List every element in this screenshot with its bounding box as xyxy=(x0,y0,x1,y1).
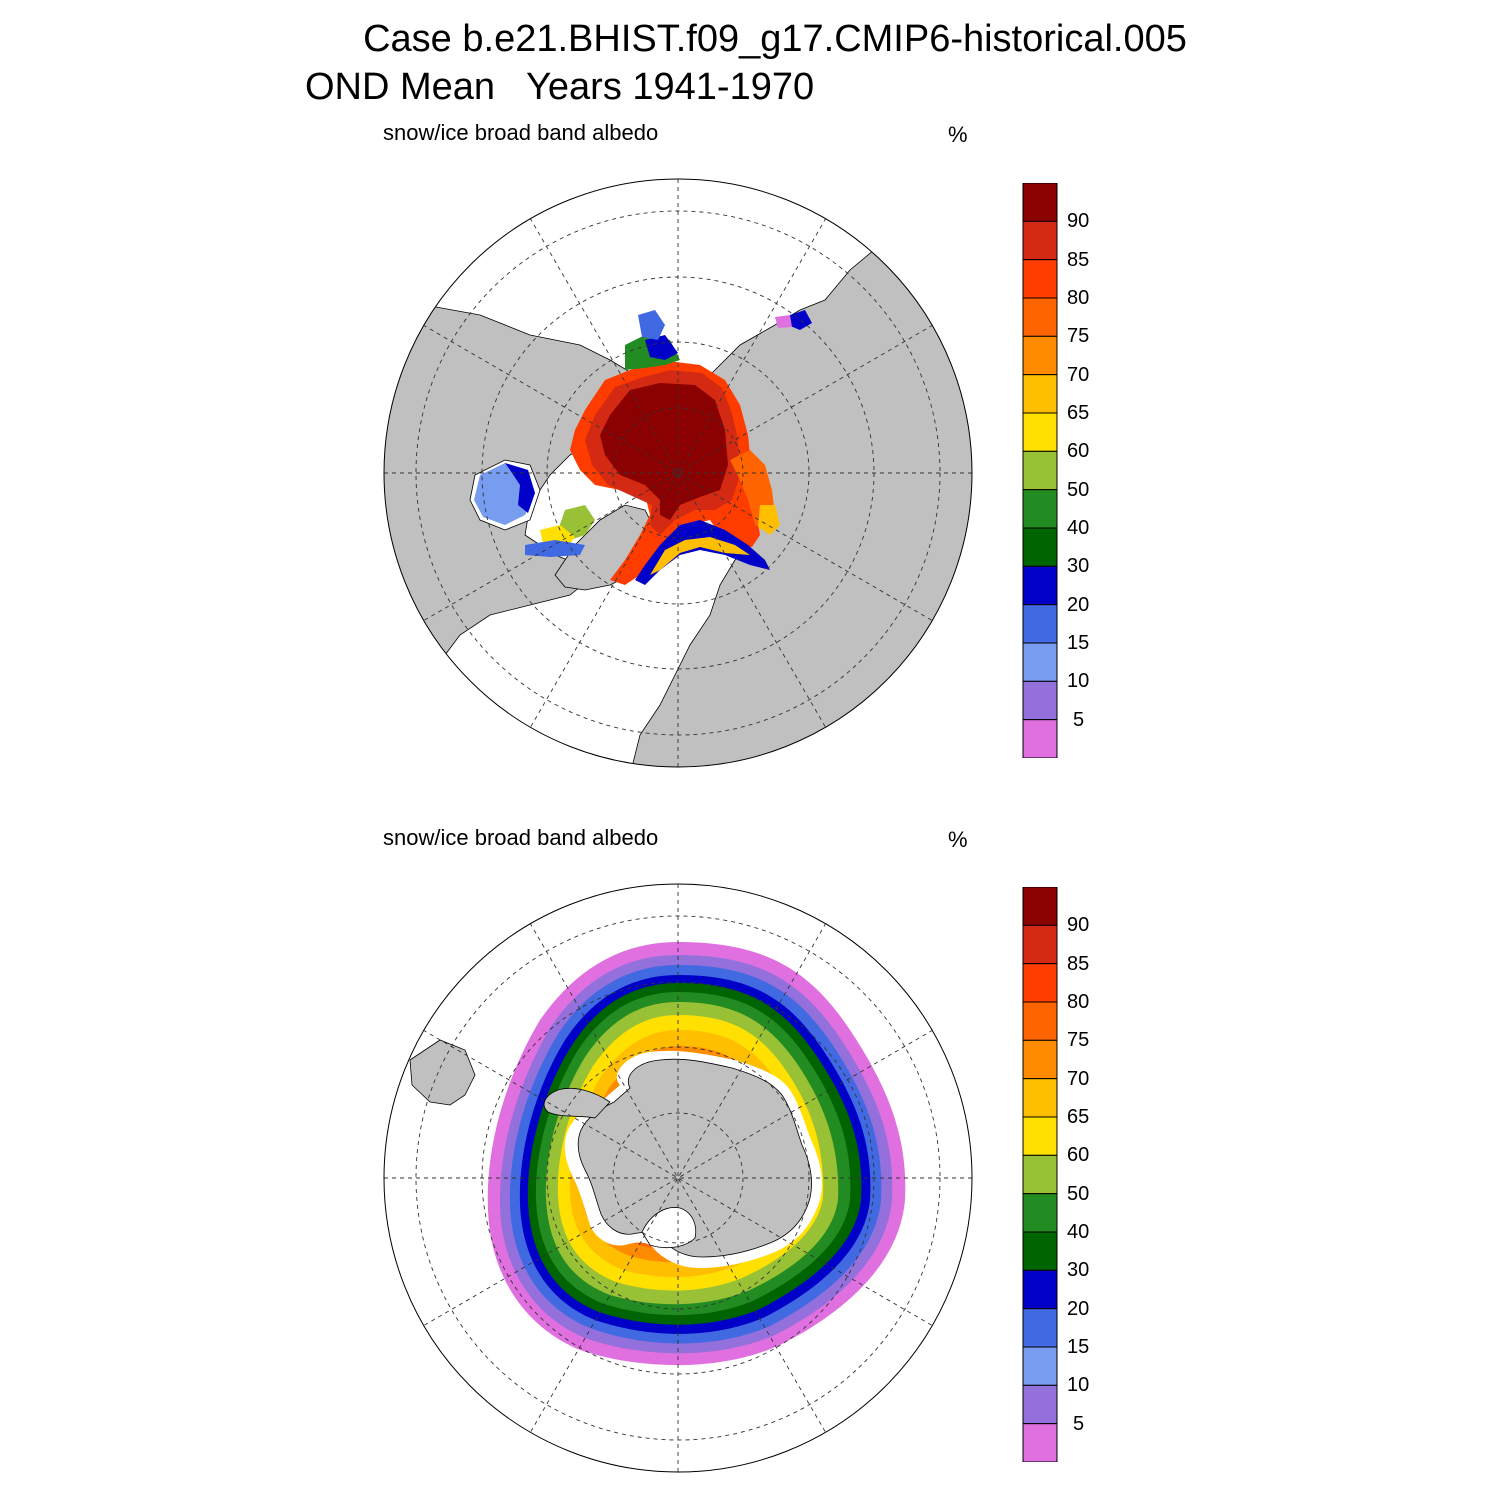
colorbar-swatch xyxy=(1022,719,1058,758)
colorbar-swatch xyxy=(1022,183,1058,222)
colorbar-swatch xyxy=(1022,1154,1058,1195)
colorbar-swatch xyxy=(1022,1269,1058,1310)
colorbar-swatch xyxy=(1022,297,1058,337)
colorbar-tick-label: 75 xyxy=(1067,1029,1090,1052)
panel-2-variable-label: snow/ice broad band albedo xyxy=(383,825,659,850)
colorbar-tick-label: 30 xyxy=(1067,555,1090,578)
colorbar-tick-label: 85 xyxy=(1067,952,1090,975)
colorbar-swatch xyxy=(1022,335,1058,376)
colorbar-swatch xyxy=(1022,1116,1058,1156)
colorbar-south xyxy=(1022,887,1058,1462)
panel-1-units-label: % xyxy=(948,122,968,147)
south-polar-map xyxy=(383,883,973,1473)
colorbar-swatch xyxy=(1022,374,1058,414)
colorbar-tick-label: 40 xyxy=(1067,517,1090,539)
colorbar-tick-label: 65 xyxy=(1067,402,1090,424)
colorbar-tick-label: 50 xyxy=(1067,1182,1090,1205)
colorbar-swatch xyxy=(1022,259,1058,299)
colorbar-tick-label: 70 xyxy=(1067,363,1090,386)
colorbar-swatch xyxy=(1022,924,1058,965)
colorbar-swatch xyxy=(1022,1001,1058,1041)
colorbar-tick-label: 5 xyxy=(1073,708,1085,731)
colorbar-tick-label: 20 xyxy=(1067,1297,1090,1320)
colorbar-tick-label: 65 xyxy=(1067,1106,1090,1128)
panel-1-variable-label: snow/ice broad band albedo xyxy=(383,120,659,145)
colorbar-swatch xyxy=(1022,489,1058,529)
colorbar-swatch xyxy=(1022,1231,1058,1271)
colorbar-swatch xyxy=(1022,527,1058,567)
colorbar-tick-label: 15 xyxy=(1067,632,1090,654)
colorbar-swatch xyxy=(1022,680,1058,721)
colorbar-swatch xyxy=(1022,1423,1058,1462)
colorbar-swatch xyxy=(1022,1346,1058,1386)
colorbar-tick-label: 10 xyxy=(1067,670,1090,693)
colorbar-swatch xyxy=(1022,1308,1058,1348)
panel-2-units-label: % xyxy=(948,827,968,852)
colorbar-swatch xyxy=(1022,450,1058,491)
north-polar-map xyxy=(383,178,973,768)
colorbar-tick-label: 60 xyxy=(1067,440,1090,463)
north-graticule xyxy=(384,179,972,767)
colorbar-tick-label: 80 xyxy=(1067,287,1090,309)
figure-title-line1: Case b.e21.BHIST.f09_g17.CMIP6-historica… xyxy=(363,18,1187,60)
colorbar-swatch xyxy=(1022,887,1058,926)
south-graticule xyxy=(384,884,972,1472)
colorbar-tick-label: 40 xyxy=(1067,1221,1090,1243)
colorbar-tick-label: 30 xyxy=(1067,1259,1090,1282)
colorbar-swatch xyxy=(1022,1039,1058,1080)
colorbar-tick-label: 70 xyxy=(1067,1067,1090,1090)
figure-title-line2: OND Mean Years 1941-1970 xyxy=(305,66,815,108)
colorbar-tick-label: 90 xyxy=(1067,914,1090,937)
colorbar-tick-label: 90 xyxy=(1067,210,1090,233)
colorbar-swatch xyxy=(1022,642,1058,682)
colorbar-swatch xyxy=(1022,1193,1058,1233)
colorbar-tick-label: 15 xyxy=(1067,1336,1090,1358)
colorbar-tick-label: 75 xyxy=(1067,325,1090,348)
colorbar-swatch xyxy=(1022,963,1058,1003)
colorbar-swatch xyxy=(1022,565,1058,606)
colorbar-tick-label: 10 xyxy=(1067,1374,1090,1397)
colorbar-swatch xyxy=(1022,220,1058,261)
colorbar-tick-label: 5 xyxy=(1073,1412,1085,1435)
colorbar-swatch xyxy=(1022,1078,1058,1118)
colorbar-tick-label: 50 xyxy=(1067,478,1090,501)
antarctica-land xyxy=(577,1058,812,1258)
colorbar-tick-label: 60 xyxy=(1067,1144,1090,1167)
colorbar-swatch xyxy=(1022,1384,1058,1425)
colorbar-swatch xyxy=(1022,604,1058,644)
north-sea-ice xyxy=(474,310,812,585)
colorbar-swatch xyxy=(1022,412,1058,452)
colorbar-tick-label: 80 xyxy=(1067,991,1090,1013)
colorbar-north xyxy=(1022,183,1058,758)
south-america-land xyxy=(409,1039,476,1106)
colorbar-tick-label: 20 xyxy=(1067,593,1090,616)
colorbar-tick-label: 85 xyxy=(1067,248,1090,271)
